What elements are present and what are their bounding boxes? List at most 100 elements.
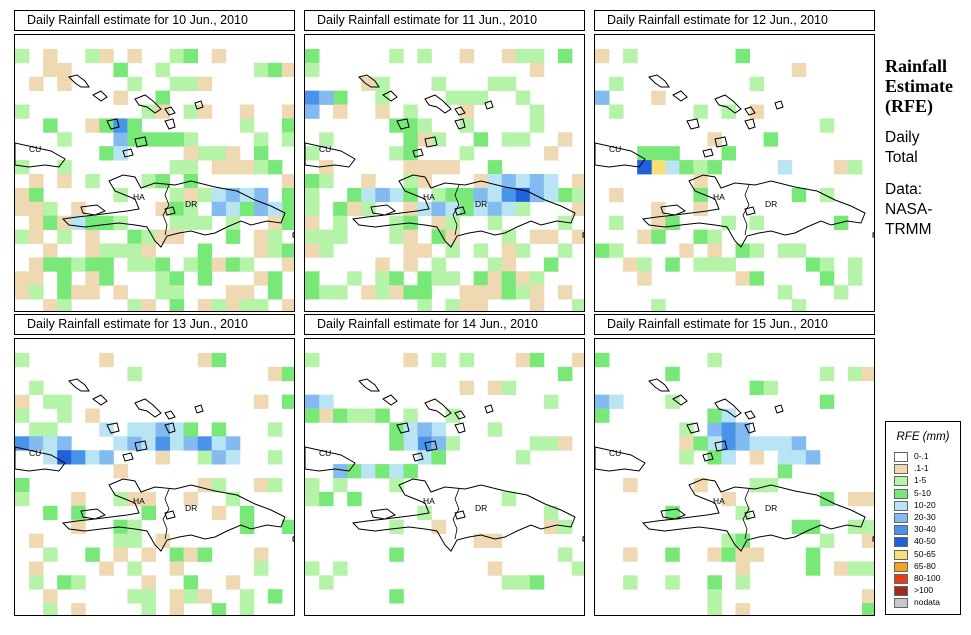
legend-label: nodata: [914, 597, 940, 608]
cuba-label: CU: [609, 144, 621, 154]
rainfall-cell: [819, 366, 835, 382]
rainfall-cell: [515, 201, 531, 217]
rainfall-cell: [57, 575, 72, 590]
rainfall-cell: [749, 104, 765, 119]
rainfall-cell: [847, 519, 863, 534]
rainfall-cell: [15, 201, 30, 217]
coastline: [660, 508, 687, 520]
coastline: [648, 378, 670, 392]
coastline: [702, 452, 714, 462]
rainfall-cell: [459, 299, 475, 311]
rainfall-cell: [197, 547, 213, 562]
rainfall-map[interactable]: CU HA DR: [304, 338, 585, 616]
rainfall-cell: [305, 104, 320, 119]
rainfall-cell: [169, 436, 185, 451]
rainfall-cell: [777, 436, 793, 451]
map-canvas: CU HA DR: [305, 48, 584, 311]
rainfall-cell: [403, 132, 418, 147]
rainfall-cell: [763, 380, 779, 395]
coastline: [305, 142, 356, 168]
rainfall-cell: [239, 519, 255, 534]
coastline: [68, 378, 90, 392]
rainfall-cell: [319, 243, 334, 258]
rainfall-cell: [459, 285, 475, 300]
rainfall-cell: [487, 201, 503, 217]
rainfall-cell: [99, 146, 114, 161]
rainfall-cell: [735, 561, 750, 576]
rainfall-cell: [15, 229, 30, 244]
rainfall-cell: [637, 271, 652, 286]
rainfall-map[interactable]: CU HA DR: [304, 34, 585, 312]
rainfall-cell: [431, 160, 446, 175]
coastline: [641, 174, 866, 248]
rainfall-cell: [501, 48, 517, 64]
rainfall-cell: [211, 257, 227, 272]
rainfall-cell: [543, 505, 559, 521]
rainfall-cell: [529, 285, 545, 300]
coastline: [744, 510, 756, 520]
rainfall-cell: [735, 271, 750, 286]
rainfall-cell: [43, 394, 58, 409]
rainfall-cell: [431, 519, 446, 534]
rainfall-cell: [833, 160, 849, 175]
rainfall-cell: [543, 436, 559, 451]
rainfall-map[interactable]: CU HA DR: [14, 338, 295, 616]
rainfall-cell: [623, 478, 638, 493]
rainfall-cell: [389, 464, 404, 479]
rainfall-cell: [403, 160, 418, 175]
rainfall-cell: [665, 575, 680, 590]
rainfall-cell: [99, 450, 114, 465]
rainfall-cell: [239, 299, 255, 311]
rainfall-cell: [253, 547, 269, 562]
rainfall-cell: [623, 547, 638, 562]
rainfall-cell: [305, 285, 320, 300]
rainfall-cell: [29, 575, 44, 590]
rainfall-cell: [253, 271, 269, 286]
rainfall-cell: [431, 187, 446, 203]
rainfall-cell: [707, 352, 722, 368]
rainfall-cell: [473, 285, 489, 300]
rainfall-cell: [651, 146, 666, 161]
rainfall-cell: [225, 160, 241, 175]
rainfall-cell: [211, 505, 227, 521]
coastline: [164, 206, 176, 216]
hispaniola-border: [452, 184, 460, 236]
rainfall-cell: [819, 257, 835, 272]
rainfall-cell: [445, 229, 460, 244]
rainfall-cell: [651, 160, 666, 175]
rainfall-cell: [777, 243, 793, 258]
rainfall-map[interactable]: CU HA DR: [594, 338, 875, 616]
rainfall-cell: [197, 478, 213, 493]
rainfall-cell: [281, 62, 294, 78]
rainfall-cell: [267, 160, 283, 175]
rainfall-map[interactable]: CU HA DR: [594, 34, 875, 312]
rainfall-cell: [127, 589, 142, 604]
rainfall-cell: [501, 575, 517, 590]
rainfall-cell: [791, 519, 807, 534]
rainfall-cell: [501, 271, 517, 286]
rainfall-cell: [529, 62, 545, 78]
rainfall-cell: [183, 76, 199, 91]
rainfall-cell: [169, 547, 185, 562]
legend-label: 50-65: [914, 548, 936, 559]
coastline: [595, 142, 646, 168]
rainfall-cell: [707, 422, 722, 437]
rainfall-cell: [707, 408, 722, 423]
rainfall-cell: [183, 575, 199, 590]
hispaniola-border: [162, 184, 170, 236]
rainfall-cell: [557, 285, 573, 300]
rainfall-cell: [515, 285, 531, 300]
rainfall-cell: [43, 505, 58, 521]
hispaniola-border: [742, 184, 750, 236]
rainfall-map[interactable]: CU HA DR: [14, 34, 295, 312]
rainfall-cell: [403, 146, 418, 161]
rainfall-cell: [847, 561, 863, 576]
rainfall-cell: [169, 299, 185, 311]
rainfall-cell: [347, 408, 362, 423]
rainfall-cell: [529, 118, 545, 133]
rainfall-cell: [721, 491, 736, 507]
rainfall-cell: [459, 118, 475, 133]
rainfall-cell: [623, 575, 638, 590]
rainfall-cell: [305, 394, 320, 409]
rainfall-cell: [197, 146, 213, 161]
